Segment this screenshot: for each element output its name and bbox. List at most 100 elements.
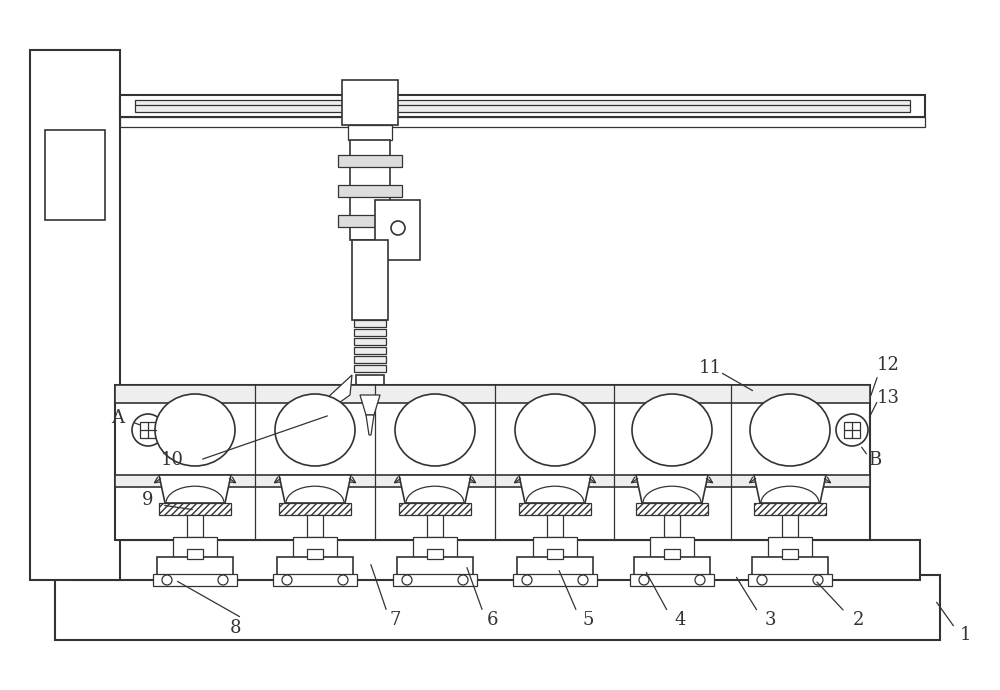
- Bar: [354, 329, 386, 336]
- Bar: [273, 574, 357, 586]
- Bar: [279, 503, 351, 515]
- Bar: [375, 200, 420, 260]
- Text: A: A: [112, 409, 125, 427]
- Text: 13: 13: [876, 389, 900, 407]
- Bar: [45, 130, 105, 220]
- Bar: [519, 503, 591, 515]
- Text: 4: 4: [674, 611, 686, 629]
- Bar: [352, 240, 388, 320]
- Circle shape: [162, 575, 172, 585]
- Bar: [115, 475, 870, 487]
- Bar: [159, 503, 231, 515]
- Circle shape: [639, 575, 649, 585]
- Bar: [30, 50, 120, 580]
- Bar: [140, 422, 156, 438]
- Bar: [307, 549, 323, 559]
- Polygon shape: [399, 475, 471, 503]
- Bar: [547, 549, 563, 559]
- Bar: [393, 574, 477, 586]
- Circle shape: [836, 414, 868, 446]
- Bar: [782, 515, 798, 537]
- Bar: [157, 557, 233, 579]
- Circle shape: [282, 575, 292, 585]
- Circle shape: [402, 575, 412, 585]
- Ellipse shape: [395, 394, 475, 466]
- Bar: [533, 537, 577, 557]
- Bar: [354, 365, 386, 372]
- Bar: [354, 356, 386, 363]
- Text: 11: 11: [698, 359, 722, 377]
- Bar: [348, 125, 392, 140]
- Bar: [115, 385, 870, 403]
- Ellipse shape: [515, 394, 595, 466]
- Bar: [630, 574, 714, 586]
- Bar: [650, 537, 694, 557]
- Bar: [513, 574, 597, 586]
- Circle shape: [391, 221, 405, 235]
- Bar: [115, 385, 870, 540]
- Bar: [120, 95, 925, 117]
- Bar: [354, 347, 386, 354]
- Bar: [75, 540, 920, 580]
- Text: B: B: [868, 451, 882, 469]
- Circle shape: [132, 414, 164, 446]
- Text: 12: 12: [877, 356, 899, 374]
- Bar: [153, 574, 237, 586]
- Text: 6: 6: [486, 611, 498, 629]
- Polygon shape: [754, 475, 826, 503]
- Bar: [748, 574, 832, 586]
- Text: 5: 5: [582, 611, 594, 629]
- Circle shape: [218, 575, 228, 585]
- Circle shape: [813, 575, 823, 585]
- Bar: [636, 503, 708, 515]
- Bar: [354, 320, 386, 327]
- Ellipse shape: [750, 394, 830, 466]
- Bar: [413, 537, 457, 557]
- Ellipse shape: [155, 394, 235, 466]
- Bar: [135, 100, 910, 112]
- Circle shape: [757, 575, 767, 585]
- Bar: [338, 155, 402, 167]
- Bar: [547, 515, 563, 537]
- Bar: [517, 557, 593, 579]
- Bar: [356, 375, 384, 395]
- Bar: [754, 503, 826, 515]
- Polygon shape: [315, 375, 352, 420]
- Bar: [397, 557, 473, 579]
- Polygon shape: [519, 475, 591, 503]
- Circle shape: [338, 575, 348, 585]
- Bar: [427, 515, 443, 537]
- Bar: [664, 515, 680, 537]
- Ellipse shape: [632, 394, 712, 466]
- Bar: [187, 515, 203, 537]
- Bar: [634, 557, 710, 579]
- Bar: [338, 215, 402, 227]
- Bar: [293, 537, 337, 557]
- Polygon shape: [366, 415, 374, 435]
- Bar: [427, 549, 443, 559]
- Bar: [187, 549, 203, 559]
- Bar: [844, 422, 860, 438]
- Bar: [768, 537, 812, 557]
- Polygon shape: [360, 395, 380, 415]
- Bar: [307, 515, 323, 537]
- Text: 7: 7: [389, 611, 401, 629]
- Polygon shape: [279, 475, 351, 503]
- Polygon shape: [636, 475, 708, 503]
- Bar: [120, 117, 925, 127]
- Polygon shape: [159, 475, 231, 503]
- Text: 1: 1: [959, 626, 971, 644]
- Bar: [350, 140, 390, 240]
- Text: 3: 3: [764, 611, 776, 629]
- Bar: [664, 549, 680, 559]
- Text: 10: 10: [161, 451, 184, 469]
- Text: 8: 8: [229, 619, 241, 637]
- Bar: [342, 80, 398, 125]
- Bar: [354, 338, 386, 345]
- Bar: [782, 549, 798, 559]
- Bar: [277, 557, 353, 579]
- Bar: [338, 185, 402, 197]
- Circle shape: [695, 575, 705, 585]
- Ellipse shape: [275, 394, 355, 466]
- Text: 9: 9: [142, 491, 154, 509]
